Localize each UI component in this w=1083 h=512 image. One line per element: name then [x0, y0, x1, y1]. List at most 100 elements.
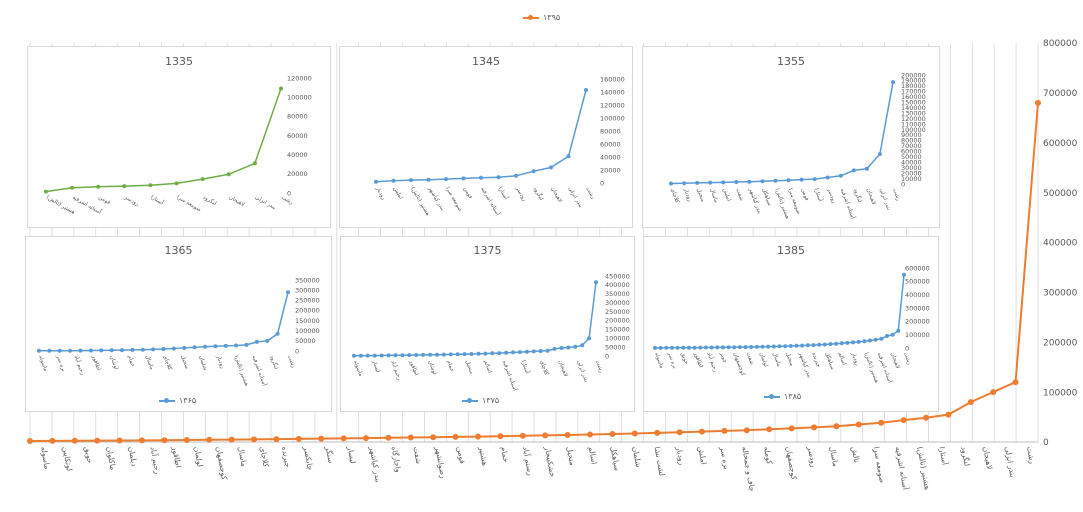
y-tick-label: 10000 — [901, 175, 922, 183]
data-point — [584, 88, 588, 92]
x-tick-label: رودسر — [514, 185, 528, 203]
data-point — [461, 176, 466, 181]
x-tick-label: اسالم — [482, 360, 492, 375]
x-tick-label: اسالم — [587, 446, 599, 465]
data-point — [1035, 99, 1041, 106]
data-point — [161, 437, 168, 444]
y-tick-label: 100000 — [600, 114, 625, 122]
y-tick-label: 0 — [600, 179, 604, 187]
data-point — [469, 352, 474, 356]
x-tick-label: حویق — [83, 446, 95, 465]
y-tick-label: 40000 — [287, 151, 308, 159]
x-tick-label: لنگرود — [268, 354, 280, 370]
series-line — [670, 81, 894, 185]
main-legend: ۱۳۹۵ — [523, 13, 560, 22]
panel-title: 1385 — [777, 244, 805, 257]
y-tick-label: 200000 — [1043, 338, 1078, 348]
data-point — [275, 331, 280, 336]
legend-label: ۱۳۹۵ — [543, 13, 561, 22]
data-point — [877, 152, 882, 156]
y-tick-label: 190000 — [901, 77, 926, 85]
x-tick-label: فومن — [462, 186, 474, 200]
x-tick-label: کوچصفهان — [732, 351, 747, 377]
panel-1385: 1385 0 100000 200000 300000 400000 500000 6000… — [643, 236, 939, 412]
data-point — [945, 411, 952, 418]
x-tick-label: لاهیجان — [228, 195, 246, 209]
y-tick-label: 200000 — [295, 307, 320, 315]
x-tick-label: رودسر — [806, 445, 819, 469]
y-tick-label: 0 — [605, 352, 609, 360]
data-point — [455, 352, 460, 357]
panel-1355: 1355 0 10000 20000 30000 40000 50000 60000 7000… — [642, 46, 940, 228]
series-line — [375, 89, 587, 183]
data-point — [609, 431, 616, 437]
x-tick-label: آستانه اشرفیه — [501, 359, 519, 392]
y-tick-label: 400000 — [1043, 239, 1078, 249]
data-point — [483, 351, 488, 356]
x-tick-label: ماسوله — [653, 352, 664, 370]
y-tick-label: 250000 — [295, 297, 320, 305]
y-tick-label: 150000 — [295, 317, 320, 325]
x-tick-label: رحیم آباد — [73, 354, 87, 376]
data-point — [252, 161, 257, 166]
data-point — [587, 336, 592, 341]
x-tick-label: لیسار — [346, 445, 358, 464]
x-tick-label: رودبار — [374, 185, 387, 201]
y-tick-label: 110000 — [901, 120, 926, 128]
x-tick-label: رشت — [584, 186, 596, 200]
data-point — [851, 168, 856, 173]
data-point — [682, 181, 687, 186]
panel-title: 1365 — [164, 244, 193, 257]
data-point — [372, 353, 377, 358]
x-tick-label: بره سر — [55, 354, 67, 373]
data-point — [896, 328, 901, 333]
data-point — [148, 183, 153, 188]
data-point — [891, 80, 895, 85]
x-tick-label: صومعه سرا — [872, 446, 887, 484]
y-tick-label: 130000 — [901, 109, 926, 117]
data-point — [393, 353, 398, 358]
y-tick-label: 40000 — [600, 153, 621, 161]
x-tick-label: آستارا — [497, 186, 510, 202]
y-tick-label: 140000 — [901, 104, 926, 112]
panel-1375: 1375 0 50000 100000 150000 200000 250000 30000… — [340, 236, 635, 412]
y-tick-label: 60000 — [901, 148, 922, 156]
y-tick-label: 100000 — [287, 93, 312, 101]
x-tick-label: شلمان — [631, 446, 643, 468]
data-point — [400, 353, 405, 358]
data-point — [426, 177, 431, 182]
y-tick-label: 60000 — [287, 132, 308, 140]
y-tick-label: 100000 — [295, 327, 320, 335]
x-tick-label: بره سر — [666, 351, 678, 370]
data-point — [161, 347, 166, 351]
data-point — [538, 349, 543, 353]
data-point — [37, 348, 41, 353]
data-point — [109, 348, 114, 353]
x-tick-label: آستارا — [937, 446, 950, 467]
x-tick-label: سیاهکل — [761, 187, 774, 207]
data-point — [825, 175, 830, 180]
y-tick-label: 350000 — [605, 290, 630, 298]
panel-plot: 0 100000 200000 300000 400000 500000 600000 ماس… — [653, 264, 930, 384]
y-tick-label: 700000 — [1043, 89, 1078, 99]
data-point — [878, 419, 885, 426]
x-tick-label: واجارگاه — [390, 446, 403, 474]
data-point — [923, 414, 929, 421]
data-point — [203, 344, 207, 349]
x-tick-label: بندر انزلی — [254, 195, 277, 212]
x-tick-label: لوشان — [108, 355, 119, 371]
x-tick-label: ماکلوان — [105, 446, 118, 471]
y-tick-label: 160000 — [600, 75, 625, 83]
x-tick-label: رحیم آباد — [149, 446, 164, 475]
data-point — [531, 169, 536, 174]
data-point — [703, 345, 708, 350]
data-point — [265, 338, 270, 343]
data-point — [206, 436, 213, 443]
data-point — [386, 353, 391, 358]
y-tick-label: 800000 — [1043, 39, 1078, 49]
y-tick-label: 350000 — [295, 276, 320, 284]
data-point — [476, 351, 481, 356]
data-point — [496, 175, 501, 180]
data-point — [777, 344, 782, 349]
data-point — [49, 437, 56, 444]
